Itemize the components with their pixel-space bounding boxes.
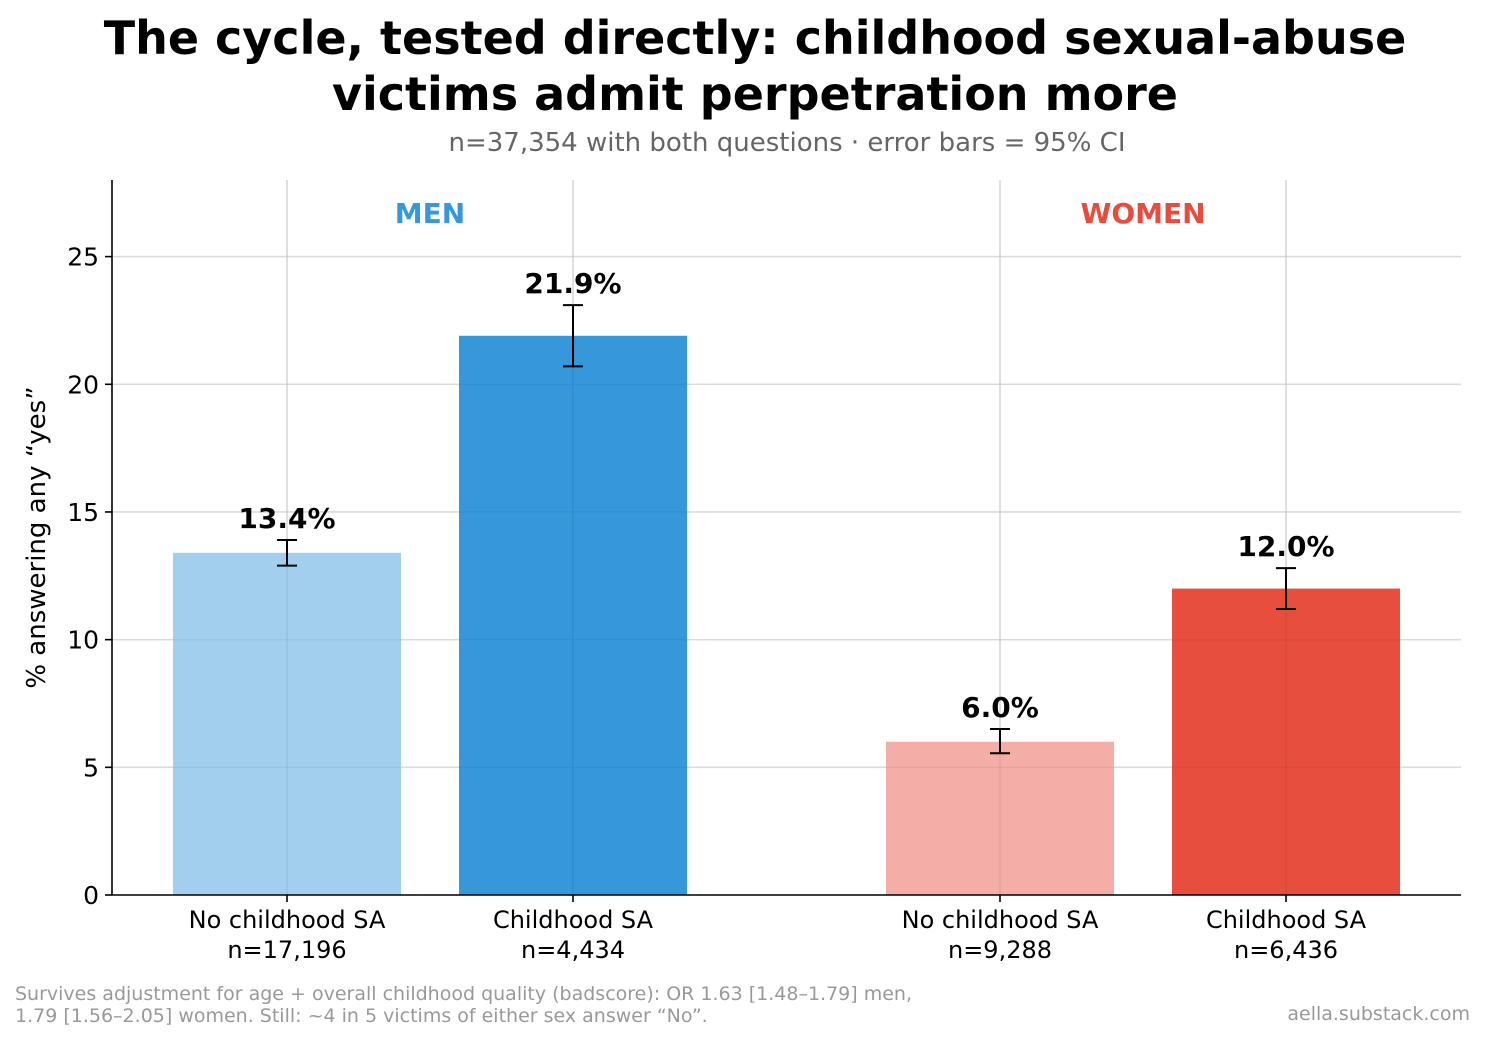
x-tick-label-category: Childhood SA [1206, 906, 1367, 934]
bar-value-label: 13.4% [238, 502, 335, 535]
chart-title-line2: victims admit perpetration more [332, 67, 1178, 121]
credit: aella.substack.com [1287, 1003, 1470, 1025]
y-tick-label: 15 [67, 498, 99, 527]
x-tick-label-n: n=9,288 [948, 936, 1052, 964]
footnote: Survives adjustment for age + overall ch… [15, 983, 912, 1027]
group-label: WOMEN [1080, 197, 1205, 230]
y-tick-label: 25 [67, 243, 99, 272]
bar-value-label: 21.9% [524, 267, 621, 300]
bar [173, 552, 401, 895]
x-tick-label-category: Childhood SA [493, 906, 654, 934]
bar [459, 335, 687, 896]
x-tick-label-n: n=4,434 [521, 936, 625, 964]
y-tick-label: 10 [67, 626, 99, 655]
bar [886, 741, 1114, 895]
x-tick-label-category: No childhood SA [902, 906, 1099, 934]
bar [1172, 588, 1400, 895]
y-tick-label: 20 [67, 370, 99, 399]
chart-subtitle: n=37,354 with both questions · error bar… [448, 128, 1126, 158]
bar-value-label: 12.0% [1237, 530, 1334, 563]
footnote-line1: Survives adjustment for age + overall ch… [15, 983, 912, 1005]
y-tick-label: 0 [83, 881, 99, 910]
chart-title-line1: The cycle, tested directly: childhood se… [103, 11, 1407, 65]
footnote-line2: 1.79 [1.56–2.05] women. Still: ~4 in 5 v… [15, 1005, 708, 1027]
x-tick-label-n: n=6,436 [1234, 936, 1338, 964]
bar-value-label: 6.0% [961, 691, 1039, 724]
y-tick-label: 5 [83, 753, 99, 782]
group-label: MEN [395, 197, 465, 230]
x-tick-label-category: No childhood SA [189, 906, 386, 934]
x-tick-label-n: n=17,196 [227, 936, 346, 964]
chart-title: The cycle, tested directly: childhood se… [0, 10, 1510, 122]
y-axis-label: % answering any “yes” [22, 386, 52, 688]
